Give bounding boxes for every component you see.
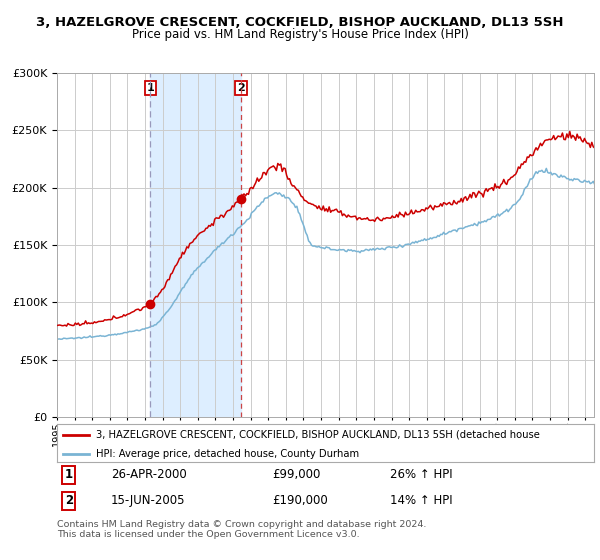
Bar [151, 73, 241, 417]
Text: 14% ↑ HPI: 14% ↑ HPI [390, 494, 452, 507]
Text: 2: 2 [237, 83, 245, 93]
Text: 3, HAZELGROVE CRESCENT, COCKFIELD, BISHOP AUCKLAND, DL13 5SH (detached house: 3, HAZELGROVE CRESCENT, COCKFIELD, BISHO… [95, 430, 539, 440]
Text: Price paid vs. HM Land Registry's House Price Index (HPI): Price paid vs. HM Land Registry's House … [131, 27, 469, 41]
Text: £99,000: £99,000 [272, 468, 320, 482]
Text: £190,000: £190,000 [272, 494, 328, 507]
Text: 3, HAZELGROVE CRESCENT, COCKFIELD, BISHOP AUCKLAND, DL13 5SH: 3, HAZELGROVE CRESCENT, COCKFIELD, BISHO… [36, 16, 564, 29]
Text: 26% ↑ HPI: 26% ↑ HPI [390, 468, 452, 482]
Text: 1: 1 [65, 468, 73, 482]
Text: 2: 2 [65, 494, 73, 507]
Text: 1: 1 [146, 83, 154, 93]
Text: 26-APR-2000: 26-APR-2000 [111, 468, 187, 482]
Text: HPI: Average price, detached house, County Durham: HPI: Average price, detached house, Coun… [95, 449, 359, 459]
Text: 15-JUN-2005: 15-JUN-2005 [111, 494, 185, 507]
Text: Contains HM Land Registry data © Crown copyright and database right 2024.
This d: Contains HM Land Registry data © Crown c… [57, 520, 427, 539]
